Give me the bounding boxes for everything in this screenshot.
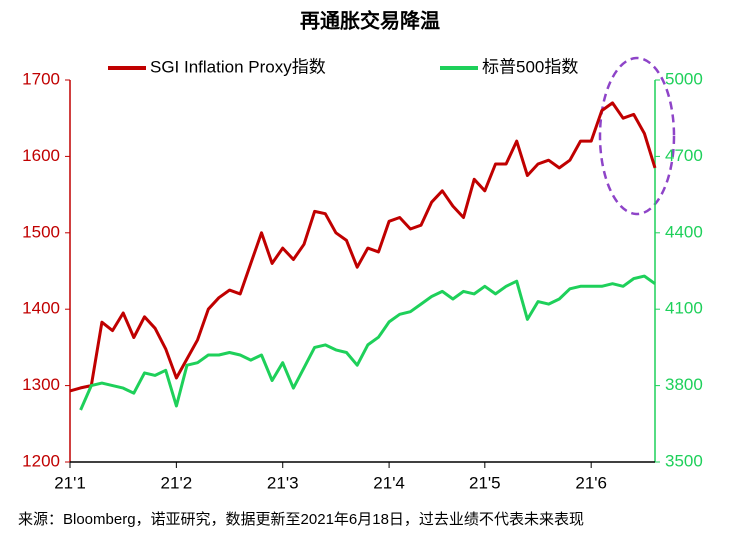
y-tick-label: 1200 bbox=[22, 451, 60, 470]
y-tick-label: 1500 bbox=[22, 222, 60, 241]
y-tick-label: 1300 bbox=[22, 375, 60, 394]
y2-tick-label: 3800 bbox=[665, 375, 703, 394]
x-tick-label: 21'5 bbox=[469, 473, 501, 492]
chart-title: 再通胀交易降温 bbox=[300, 8, 440, 32]
y2-tick-label: 4700 bbox=[665, 146, 703, 165]
series-line bbox=[79, 274, 656, 411]
series-line bbox=[69, 101, 657, 393]
y2-tick-label: 5000 bbox=[665, 69, 703, 88]
y-tick-label: 1600 bbox=[22, 146, 60, 165]
y-tick-label: 1400 bbox=[22, 299, 60, 318]
legend-label: 标普500指数 bbox=[482, 57, 578, 76]
x-tick-label: 21'1 bbox=[54, 473, 86, 492]
highlight-ellipse bbox=[598, 56, 676, 216]
x-tick-label: 21'4 bbox=[373, 473, 405, 492]
y-tick-label: 1700 bbox=[22, 69, 60, 88]
legend-label: SGI Inflation Proxy指数 bbox=[150, 57, 326, 76]
x-tick-label: 21'3 bbox=[267, 473, 299, 492]
y2-tick-label: 4100 bbox=[665, 299, 703, 318]
x-tick-label: 21'2 bbox=[161, 473, 193, 492]
y2-tick-label: 4400 bbox=[665, 222, 703, 241]
source-note: 来源：Bloomberg，诺亚研究，数据更新至2021年6月18日，过去业绩不代… bbox=[18, 511, 584, 528]
y2-tick-label: 3500 bbox=[665, 451, 703, 470]
x-tick-label: 21'6 bbox=[575, 473, 607, 492]
